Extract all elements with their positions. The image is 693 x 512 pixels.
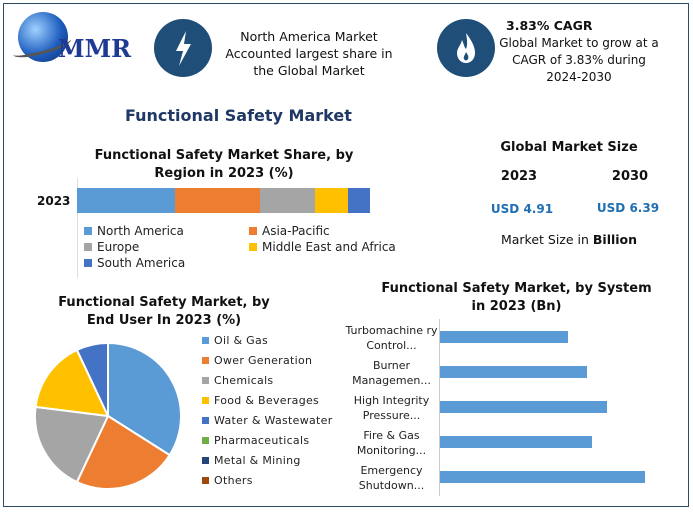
market-size-title: Global Market Size xyxy=(500,140,638,155)
value-2023: USD 4.91 xyxy=(490,202,554,216)
pie-legend-item: Chemicals xyxy=(202,370,333,390)
legend-item: South America xyxy=(84,256,249,270)
end-user-chart-title: Functional Safety Market, by End User In… xyxy=(58,295,270,328)
cagr-title: 3.83% CAGR xyxy=(506,18,593,33)
pie-legend-item: Ower Generation xyxy=(202,350,333,370)
legend-swatch xyxy=(84,227,92,235)
legend-swatch xyxy=(202,456,209,464)
legend-label: Food & Beverages xyxy=(214,393,320,407)
legend-label: Metal & Mining xyxy=(214,453,301,467)
end-user-pie xyxy=(34,341,182,490)
legend-label: Pharmaceuticals xyxy=(214,433,310,447)
legend-label: Water & Wastewater xyxy=(214,413,333,427)
legend-item: Europe xyxy=(84,240,249,254)
legend-label: Middle East and Africa xyxy=(262,240,396,254)
legend-item: Middle East and Africa xyxy=(249,240,409,254)
note-prefix: Market Size in xyxy=(500,232,593,247)
system-label: High Integrity Pressure... xyxy=(353,394,430,422)
legend-swatch xyxy=(202,476,209,484)
system-bar xyxy=(440,436,593,448)
pie-legend-item: Others xyxy=(202,470,333,490)
region-segment-middle-east-and-africa xyxy=(314,188,348,213)
pie-slice-water-wastewater xyxy=(75,341,109,417)
legend-label: Asia-Pacific xyxy=(262,224,330,238)
system-label: Burner Managemen... xyxy=(352,359,431,387)
region-segment-asia-pacific xyxy=(174,188,260,213)
legend-label: Europe xyxy=(97,240,140,254)
legend-swatch xyxy=(202,436,209,444)
legend-label: Oil & Gas xyxy=(214,333,269,347)
legend-label: Others xyxy=(214,473,253,487)
value-2030: USD 6.39 xyxy=(596,201,660,215)
system-axis xyxy=(439,319,440,496)
end-user-legend: Oil & Gas Ower Generation Chemicals Food & … xyxy=(202,330,333,490)
pie-slice-chemicals xyxy=(34,405,110,484)
system-chart-title: Functional Safety Market, by System in 2… xyxy=(381,281,652,314)
pie-legend-item: Pharmaceuticals xyxy=(202,430,333,450)
region-segment-south-america xyxy=(348,188,370,213)
system-bar xyxy=(440,471,645,483)
legend-label: Chemicals xyxy=(214,373,274,387)
legend-swatch xyxy=(202,336,209,344)
pie-slice-food-beverages xyxy=(34,348,110,418)
system-bar xyxy=(440,366,588,378)
legend-item: North America xyxy=(84,224,249,238)
region-axis xyxy=(77,178,78,278)
region-segment-europe xyxy=(259,188,315,213)
legend-swatch xyxy=(249,227,257,235)
legend-swatch xyxy=(202,396,209,404)
legend-label: South America xyxy=(97,256,186,270)
system-label: Turbomachine ry Control... xyxy=(345,324,438,352)
region-legend: North America Asia-Pacific Europe Middle Ea… xyxy=(84,224,404,270)
legend-swatch xyxy=(202,356,209,364)
pie-legend-item: Water & Wastewater xyxy=(202,410,333,430)
system-label: Fire & Gas Monitoring... xyxy=(356,429,427,457)
legend-item: Asia-Pacific xyxy=(249,224,409,238)
page-title: Functional Safety Market xyxy=(125,106,352,125)
region-stacked-bar xyxy=(77,188,370,213)
region-y-label: 2023 xyxy=(37,194,71,208)
infographic: MMR North America Market Accounted large… xyxy=(3,3,689,507)
legend-label: Ower Generation xyxy=(214,353,313,367)
system-bar xyxy=(440,331,568,343)
pie-legend-item: Metal & Mining xyxy=(202,450,333,470)
legend-label: North America xyxy=(97,224,184,238)
lightning-icon xyxy=(154,19,212,77)
system-bar xyxy=(440,401,607,413)
mmr-logo: MMR xyxy=(11,10,142,68)
flame-icon xyxy=(437,19,495,77)
pie-legend-item: Food & Beverages xyxy=(202,390,333,410)
legend-swatch xyxy=(202,376,209,384)
region-chart-title: Functional Safety Market Share, by Regio… xyxy=(94,148,354,181)
pie-legend-item: Oil & Gas xyxy=(202,330,333,350)
note-unit: Billion xyxy=(592,232,638,247)
year-2030: 2030 xyxy=(611,169,649,184)
system-bars: Turbomachine ry Control... Burner Managem… xyxy=(344,319,684,499)
region-segment-north-america xyxy=(77,188,175,213)
market-size-note: Market Size in Billion xyxy=(479,232,659,247)
legend-swatch xyxy=(202,416,209,424)
highlight-north-america: North America Market Accounted largest s… xyxy=(225,29,393,78)
year-2023: 2023 xyxy=(500,169,538,184)
system-label: Emergency Shutdown... xyxy=(358,464,425,492)
legend-swatch xyxy=(84,243,92,251)
cagr-text: Global Market to grow at a CAGR of 3.83%… xyxy=(499,36,659,84)
legend-swatch xyxy=(249,243,257,251)
legend-swatch xyxy=(84,259,92,267)
